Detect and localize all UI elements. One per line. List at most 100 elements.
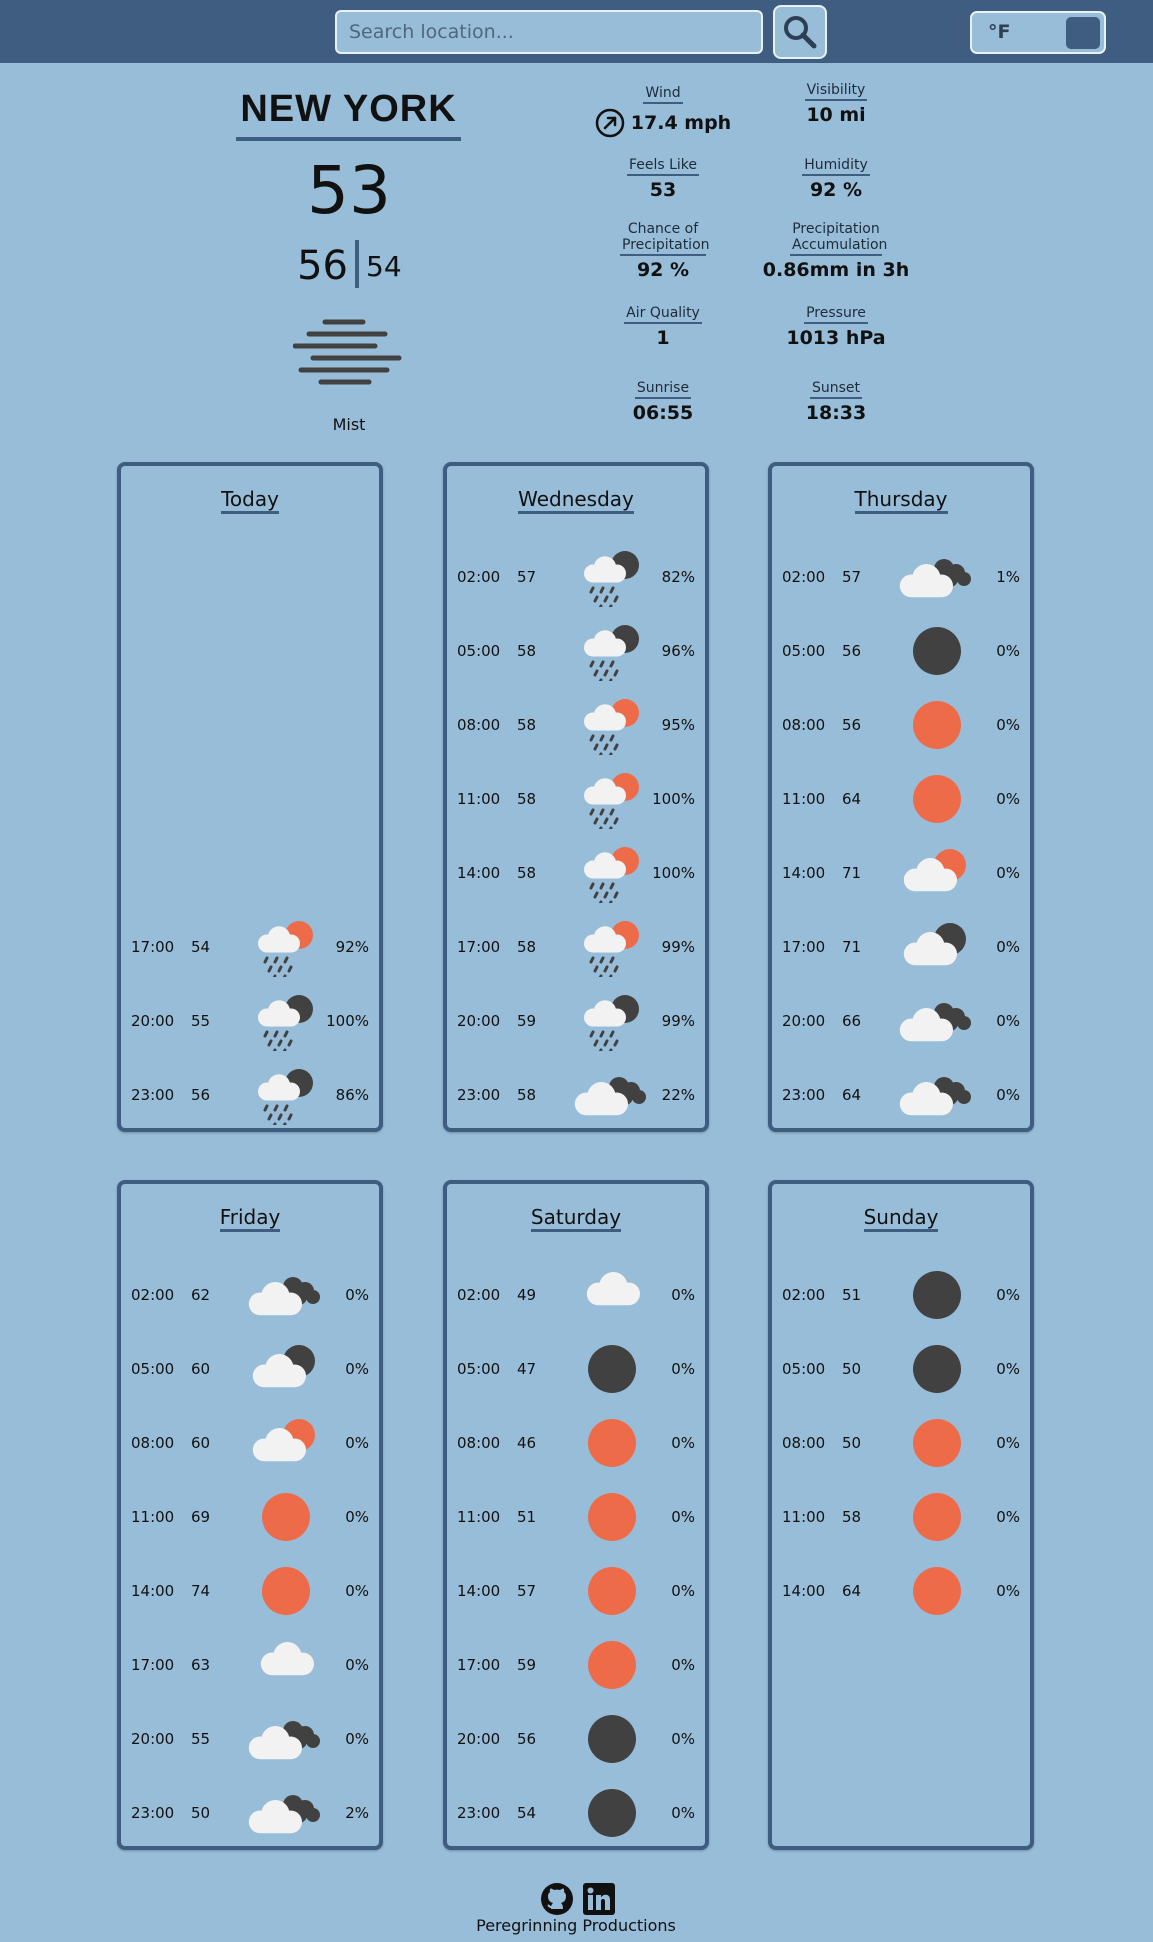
high-temp: 56 [297,243,348,289]
hour-time: 11:00 [782,790,826,808]
linkedin-icon[interactable] [582,1882,616,1916]
hour-row: 11:00 51 0% [447,1482,705,1552]
hour-row: 23:00 56 86% [121,1060,379,1130]
card-title-wrap: Today [121,488,379,514]
search-input[interactable] [335,10,763,54]
hour-temp: 59 [517,1012,537,1030]
stat-label: Air Quality [624,305,702,324]
clear-night-icon [892,1265,982,1325]
hour-row: 08:00 46 0% [447,1408,705,1478]
stat-feels-like: Feels Like 53 [573,154,753,201]
hour-temp: 57 [842,568,862,586]
hour-temp: 57 [517,1582,537,1600]
hour-row: 11:00 58 0% [772,1482,1030,1552]
hour-time: 14:00 [131,1582,175,1600]
card-day-title: Friday [219,1206,281,1232]
hour-precip-chance: 100% [652,864,695,882]
hour-row: 02:00 57 1% [772,542,1030,612]
wind-direction-icon [595,108,625,138]
clear-day-icon [892,769,982,829]
search-button[interactable] [773,5,827,59]
clear-day-icon [567,1561,657,1621]
hour-row: 20:00 56 0% [447,1704,705,1774]
hour-time: 20:00 [131,1730,175,1748]
hour-row: 02:00 62 0% [121,1260,379,1330]
cloud-sun-icon [241,1413,331,1473]
hour-precip-chance: 100% [652,790,695,808]
hour-precip-chance: 0% [671,1508,695,1526]
hour-temp: 50 [842,1360,862,1378]
rain-sun-icon [241,917,331,982]
hour-temp: 58 [517,864,537,882]
hour-precip-chance: 1% [996,568,1020,586]
hour-precip-chance: 0% [996,790,1020,808]
hour-row: 11:00 64 0% [772,764,1030,834]
stat-label: Sunset [809,380,863,399]
hour-precip-chance: 0% [996,1086,1020,1104]
stat-label: Wind [643,85,683,104]
hour-time: 14:00 [457,1582,501,1600]
stat-value: 06:55 [632,402,694,424]
hour-precip-chance: 0% [671,1582,695,1600]
hour-temp: 50 [842,1434,862,1452]
clear-day-icon [892,1413,982,1473]
card-title-wrap: Thursday [772,488,1030,514]
hour-row: 20:00 59 99% [447,986,705,1056]
hour-precip-chance: 0% [996,864,1020,882]
card-title-wrap: Saturday [447,1206,705,1232]
toggle-knob[interactable] [1066,17,1100,49]
stat-wind: Wind 17.4 mph [573,82,753,138]
hour-time: 17:00 [131,938,175,956]
hour-time: 14:00 [457,864,501,882]
hour-temp: 58 [517,1086,537,1104]
hour-precip-chance: 22% [661,1086,695,1104]
hour-temp: 51 [517,1508,537,1526]
cloud-moon-icon [241,1339,331,1399]
hour-precip-chance: 0% [671,1286,695,1304]
hour-time: 05:00 [131,1360,175,1378]
hour-row: 14:00 71 0% [772,838,1030,908]
hour-time: 23:00 [782,1086,826,1104]
hour-precip-chance: 0% [671,1434,695,1452]
broken-clouds-icon [241,1709,331,1769]
hour-row: 05:00 58 96% [447,616,705,686]
hour-row: 14:00 64 0% [772,1556,1030,1626]
hour-time: 02:00 [457,568,501,586]
hour-temp: 58 [517,938,537,956]
hour-time: 08:00 [457,716,501,734]
hour-precip-chance: 0% [345,1434,369,1452]
unit-toggle[interactable]: °F [970,11,1106,54]
card-day-title: Today [221,488,279,514]
hour-row: 23:00 54 0% [447,1778,705,1848]
stat-sunset: Sunset 18:33 [746,377,926,424]
hour-temp: 54 [191,938,211,956]
rain-sun-icon [567,695,657,760]
hour-precip-chance: 0% [996,1286,1020,1304]
stat-value: 0.86mm in 3h [762,259,910,281]
hour-row: 14:00 58 100% [447,838,705,908]
city-name: NEW YORK [240,88,457,130]
hour-row: 17:00 54 92% [121,912,379,982]
hour-temp: 59 [517,1656,537,1674]
stat-precipitation-accumulation: Precipitation Accumulation 0.86mm in 3h [746,221,926,281]
hour-time: 20:00 [782,1012,826,1030]
card-title-wrap: Wednesday [447,488,705,514]
hour-precip-chance: 0% [345,1286,369,1304]
condition-label: Mist [332,415,366,434]
github-icon[interactable] [540,1882,574,1916]
hour-precip-chance: 86% [335,1086,369,1104]
hour-precip-chance: 0% [345,1508,369,1526]
forecast-card-sunday: Sunday 02:00 51 0% 05:00 50 0% 08:00 50 0% 11:00 58… [768,1180,1034,1850]
hour-temp: 71 [842,938,862,956]
hour-time: 17:00 [131,1656,175,1674]
hour-row: 14:00 74 0% [121,1556,379,1626]
hour-row: 17:00 71 0% [772,912,1030,982]
hour-precip-chance: 0% [671,1656,695,1674]
broken-clouds-icon [241,1783,331,1843]
rain-moon-icon [567,621,657,686]
hour-precip-chance: 82% [661,568,695,586]
hour-precip-chance: 0% [996,1582,1020,1600]
stat-value: 17.4 mph [630,112,732,134]
hour-precip-chance: 0% [996,1434,1020,1452]
hour-temp: 58 [517,716,537,734]
